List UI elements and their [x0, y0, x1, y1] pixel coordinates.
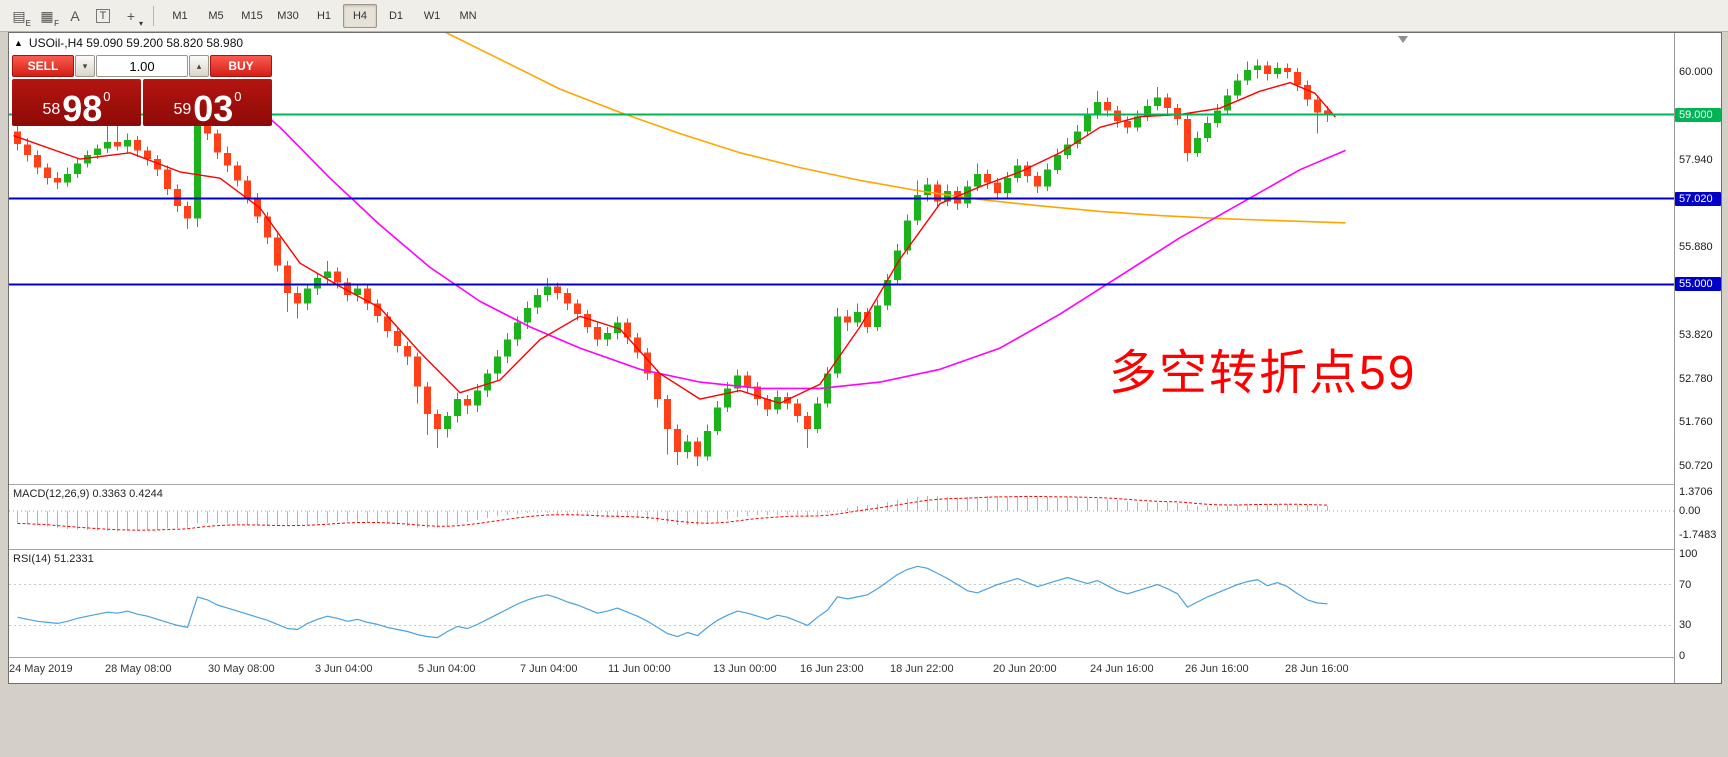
text-label-icon[interactable]: A [70, 7, 80, 24]
rsi-indicator-label: RSI(14) 51.2331 [13, 553, 94, 565]
timeframe-m5[interactable]: M5 [208, 9, 224, 22]
main-chart-plot[interactable] [9, 33, 1674, 484]
lot-size-input[interactable] [96, 55, 188, 77]
toolbar-separator [153, 5, 154, 26]
macd-axis-label: 0.00 [1679, 505, 1701, 517]
time-label: 5 Jun 04:00 [418, 663, 476, 675]
buy-button[interactable]: BUY [210, 55, 272, 77]
time-label: 28 May 08:00 [105, 663, 172, 675]
panel-divider [9, 484, 1721, 485]
toolbar: ▤ E ▦ F A T + ▾ M1 M5 M15 M30 H1 H4 D1 W1 MN [0, 0, 1728, 32]
time-label: 7 Jun 04:00 [520, 663, 578, 675]
timeframe-mn[interactable]: MN [459, 9, 477, 22]
time-label: 3 Jun 04:00 [315, 663, 373, 675]
chart-shift-marker[interactable] [1398, 36, 1408, 43]
ask-price-pips: 03 [193, 88, 234, 130]
time-label: 26 Jun 16:00 [1185, 663, 1249, 675]
chart-window-icon[interactable]: ▤ E [12, 7, 31, 28]
bottom-dock [0, 685, 1728, 757]
panel-divider [9, 657, 1721, 658]
bid-price-point: 0 [103, 89, 111, 104]
macd-indicator-label: MACD(12,26,9) 0.3363 0.4244 [13, 488, 163, 500]
price-tick: 53.820 [1679, 329, 1713, 341]
timeframe-m15[interactable]: M15 [241, 9, 263, 22]
text-box-icon[interactable]: T [90, 4, 116, 28]
time-label: 28 Jun 16:00 [1285, 663, 1349, 675]
price-tick: 60.000 [1679, 66, 1713, 78]
price-level-badge: 57.020 [1675, 192, 1721, 206]
price-tick: 51.760 [1679, 416, 1713, 428]
rsi-panel[interactable] [9, 550, 1674, 657]
buy-price-tile[interactable]: 59 03 0 [143, 79, 272, 130]
time-label: 18 Jun 22:00 [890, 663, 954, 675]
chart-title-icon: ▲ [14, 38, 23, 48]
price-level-badge: 55.000 [1675, 277, 1721, 291]
time-label: 11 Jun 00:00 [608, 663, 671, 675]
sell-price-tile[interactable]: 58 98 0 [12, 79, 141, 130]
ask-price-point: 0 [234, 89, 242, 104]
chart-title: ▲ USOil-,H4 59.090 59.200 58.820 58.980 [14, 36, 243, 50]
time-label: 24 May 2019 [9, 663, 73, 675]
ask-price-major: 59 [173, 101, 192, 118]
timeframe-h4[interactable]: H4 [343, 3, 377, 28]
chevron-down-icon: ▾ [82, 60, 88, 71]
rsi-axis-label: 0 [1679, 650, 1686, 662]
timeframe-d1[interactable]: D1 [388, 9, 404, 22]
price-axis[interactable]: 60.000 57.940 55.880 53.820 52.780 51.760 50.7… [1674, 33, 1721, 683]
price-tick: 55.880 [1679, 241, 1713, 253]
macd-axis-label: -1.7483 [1679, 529, 1717, 541]
time-label: 24 Jun 16:00 [1090, 663, 1154, 675]
chart-annotation: 多空转折点59 [1109, 347, 1417, 400]
rsi-axis-label: 70 [1679, 579, 1692, 591]
timeframe-m1[interactable]: M1 [172, 9, 188, 22]
grid-window-icon[interactable]: ▦ F [40, 7, 59, 28]
crosshair-cursor-icon[interactable]: + ▾ [126, 7, 143, 28]
price-tick: 57.940 [1679, 154, 1713, 166]
timeframe-bar: M1 M5 M15 M30 H1 H4 D1 W1 MN [163, 3, 485, 28]
chevron-up-icon: ▴ [196, 60, 202, 71]
macd-panel[interactable] [9, 485, 1674, 549]
timeframe-h1[interactable]: H1 [316, 9, 332, 22]
bid-price-major: 58 [42, 101, 61, 118]
time-label: 13 Jun 00:00 [713, 663, 777, 675]
chart-window: 60.000 57.940 55.880 53.820 52.780 51.760 50.7… [8, 32, 1722, 684]
lot-decrease-button[interactable]: ▾ [75, 55, 95, 77]
sell-button[interactable]: SELL [12, 55, 74, 77]
rsi-axis-label: 100 [1679, 548, 1698, 560]
time-label: 16 Jun 23:00 [800, 663, 864, 675]
timeframe-m30[interactable]: M30 [277, 9, 299, 22]
panel-divider [9, 549, 1721, 550]
timeframe-w1[interactable]: W1 [423, 9, 441, 22]
macd-axis-label: 1.3706 [1679, 486, 1713, 498]
price-tick: 52.780 [1679, 373, 1713, 385]
time-label: 30 May 08:00 [208, 663, 275, 675]
lot-increase-button[interactable]: ▴ [189, 55, 209, 77]
bid-price-pips: 98 [62, 88, 103, 130]
chart-ohlc-title: USOil-,H4 59.090 59.200 58.820 58.980 [28, 36, 244, 50]
price-tick: 50.720 [1679, 460, 1713, 472]
price-level-badge: 59.000 [1675, 108, 1721, 122]
time-axis[interactable]: 24 May 2019 28 May 08:00 30 May 08:00 3 Jun… [9, 658, 1674, 683]
time-label: 20 Jun 20:00 [993, 663, 1057, 675]
rsi-axis-label: 30 [1679, 619, 1692, 631]
toolbar-icon-group: ▤ E ▦ F A T + ▾ [6, 4, 144, 28]
